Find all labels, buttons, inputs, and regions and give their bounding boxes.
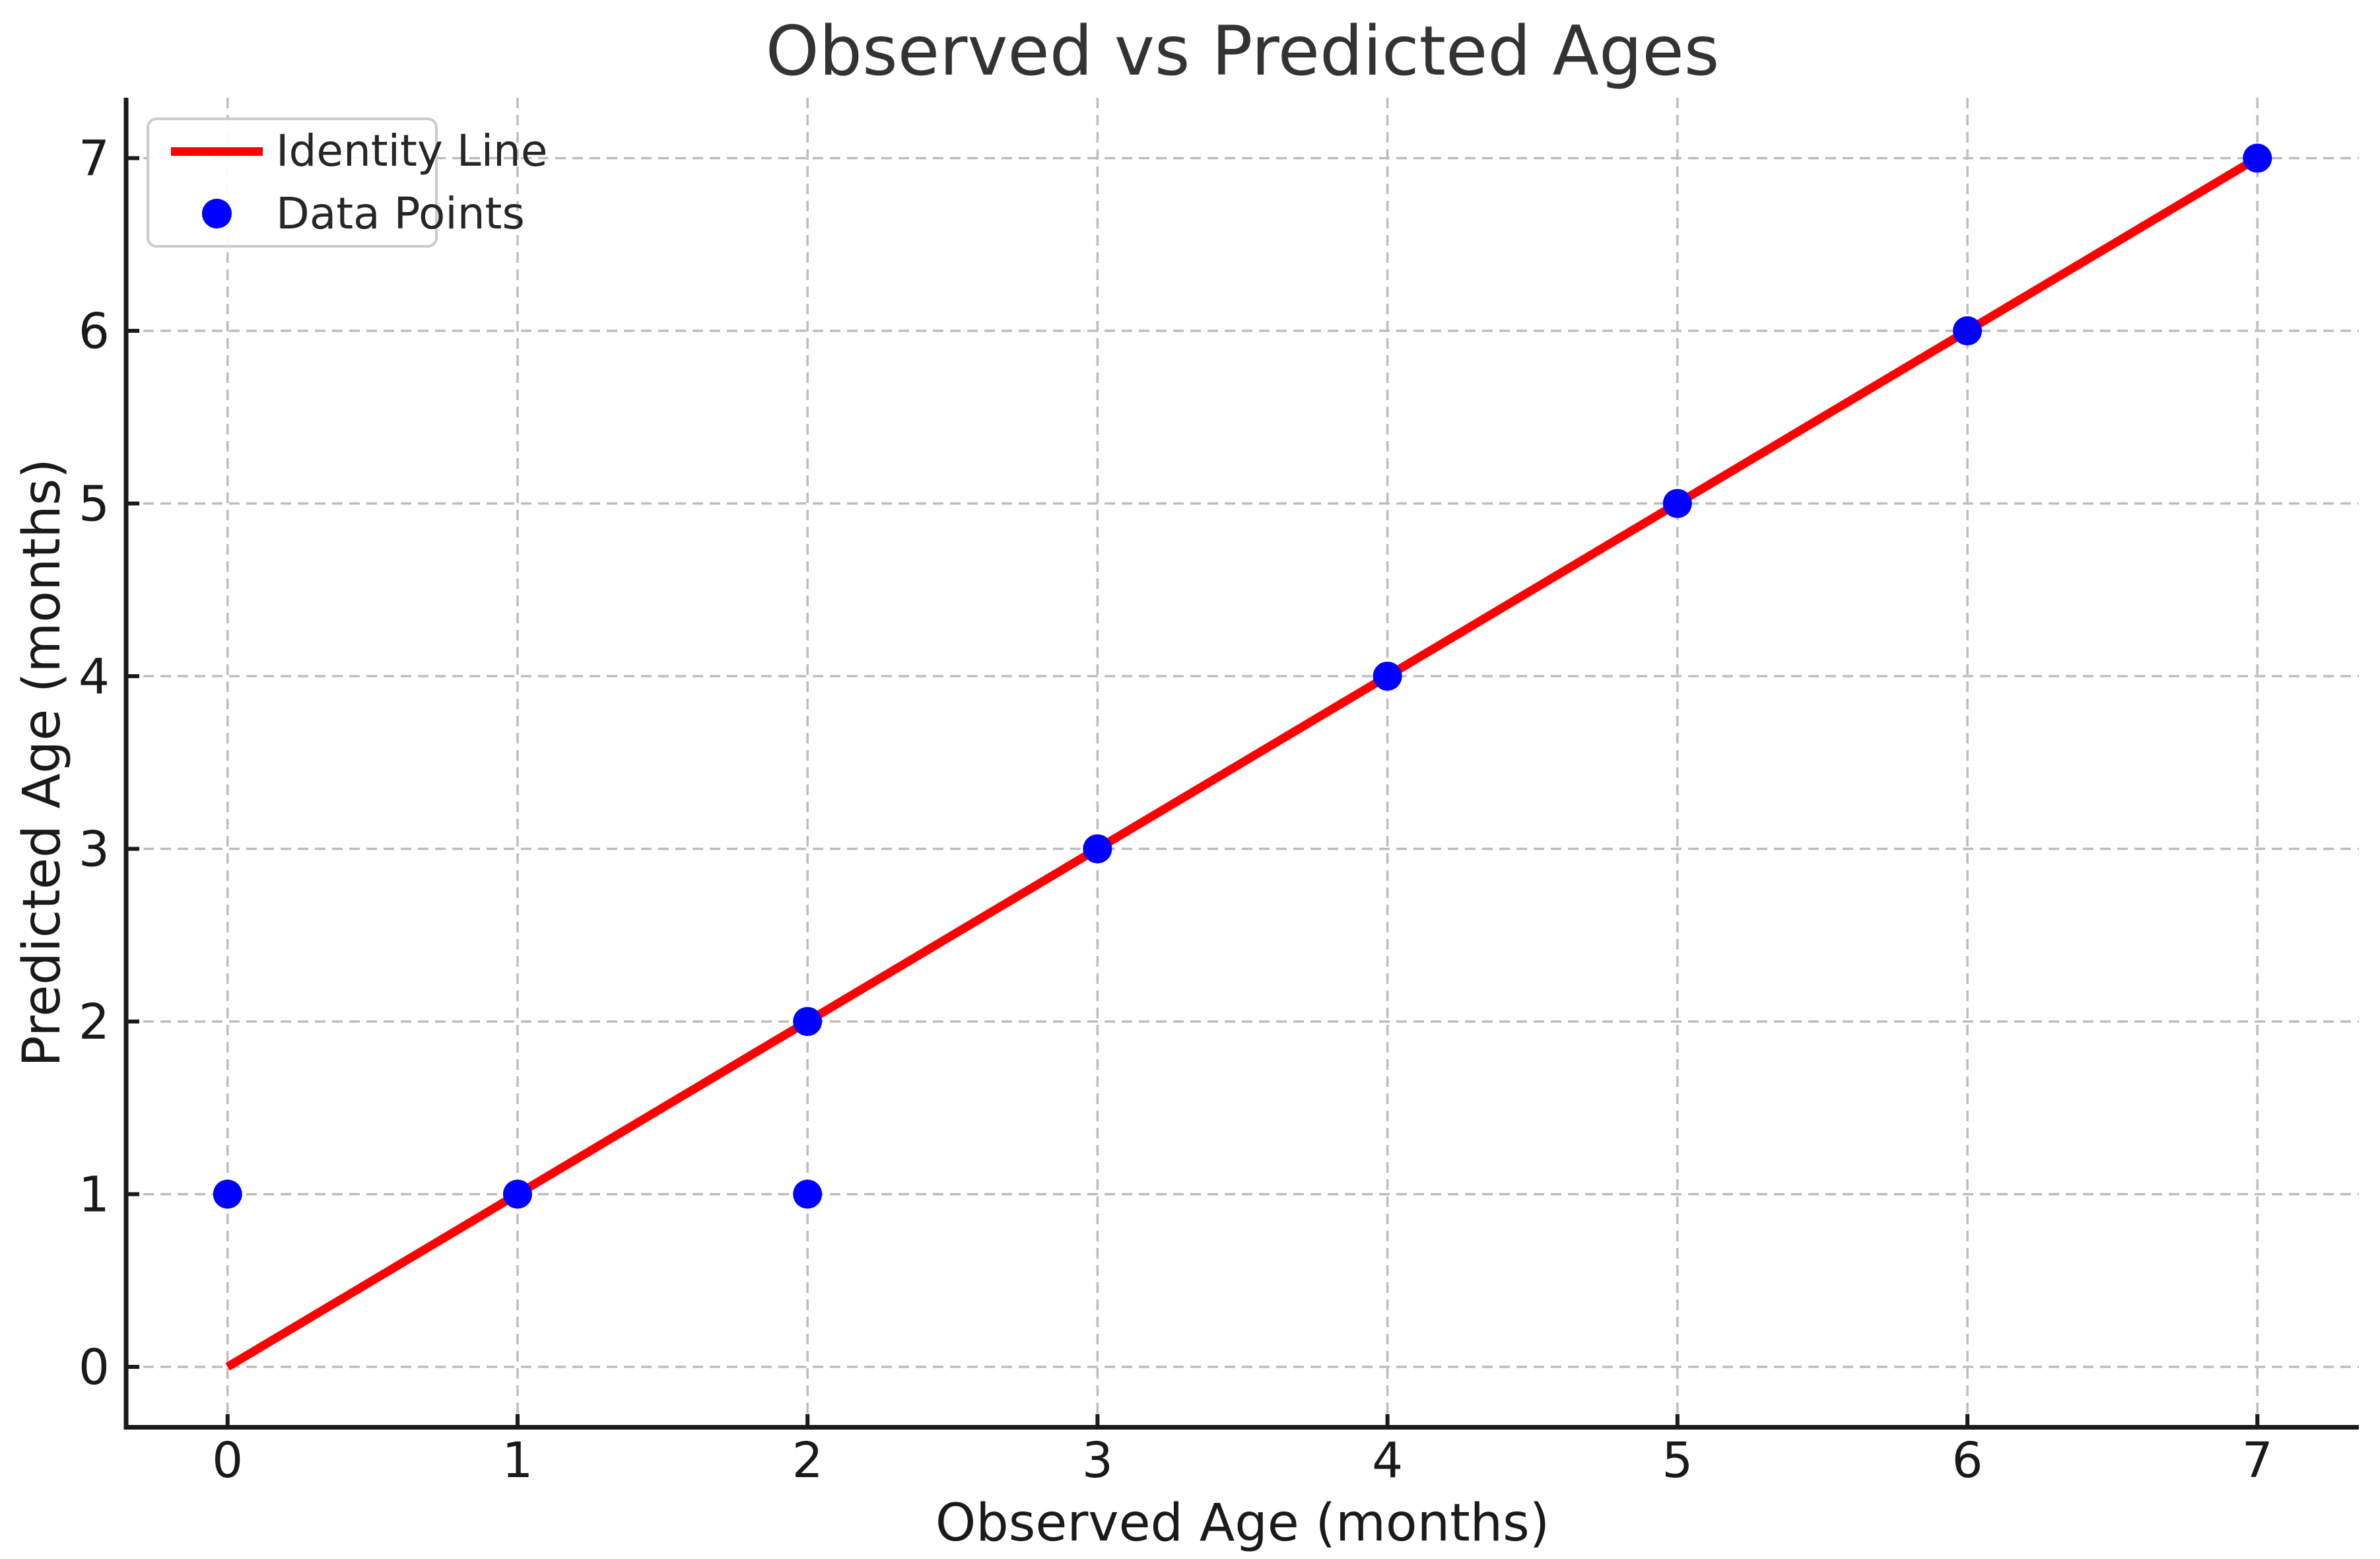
- legend-label-identity-line: Identity Line: [276, 125, 548, 177]
- legend-swatch-column: [157, 147, 276, 156]
- data-point: [502, 1179, 532, 1209]
- data-point: [1662, 489, 1692, 518]
- chart-title: Observed vs Predicted Ages: [766, 12, 1720, 91]
- axes-spines-ticks: [123, 98, 2359, 1430]
- y-tick-label: 4: [79, 648, 110, 705]
- legend-label-data-points: Data Points: [276, 188, 525, 239]
- data-point: [213, 1179, 242, 1209]
- tick-labels: 0 1 2 3 4 5 6 7 0 1 2 3 4 5 6 7: [79, 131, 2273, 1489]
- x-tick-label: 6: [1952, 1432, 1983, 1489]
- plot-series: [213, 143, 2272, 1371]
- y-tick-label: 0: [79, 1339, 110, 1396]
- identity-line-swatch-icon: [170, 147, 263, 156]
- legend-swatch-column: [157, 199, 276, 229]
- legend: Identity Line Data Points: [147, 118, 547, 248]
- data-point: [2243, 143, 2272, 173]
- data-point: [1083, 834, 1112, 864]
- y-tick-label: 2: [79, 994, 110, 1051]
- y-tick-label: 6: [79, 303, 110, 360]
- data-point: [793, 1179, 823, 1209]
- x-tick-label: 3: [1082, 1432, 1113, 1489]
- legend-item-identity-line: Identity Line: [157, 120, 547, 183]
- x-tick-label: 0: [212, 1432, 243, 1489]
- data-point: [1373, 662, 1402, 691]
- gridlines: [126, 98, 2359, 1428]
- x-tick-label: 2: [792, 1432, 823, 1489]
- y-tick-label: 3: [79, 821, 110, 878]
- x-tick-label: 1: [502, 1432, 533, 1489]
- data-point: [1953, 316, 1983, 346]
- x-tick-label: 4: [1372, 1432, 1403, 1489]
- x-tick-label: 7: [2242, 1432, 2273, 1489]
- y-tick-label: 5: [79, 476, 110, 533]
- identity-line: [225, 154, 2260, 1371]
- data-point: [793, 1006, 823, 1036]
- legend-item-data-points: Data Points: [157, 183, 525, 246]
- y-tick-label: 1: [79, 1166, 110, 1223]
- x-tick-label: 5: [1662, 1432, 1693, 1489]
- x-axis-label: Observed Age (months): [935, 1494, 1549, 1553]
- y-axis-label: Predicted Age (months): [13, 458, 72, 1066]
- data-points-swatch-icon: [201, 199, 232, 229]
- y-tick-label: 7: [79, 131, 110, 188]
